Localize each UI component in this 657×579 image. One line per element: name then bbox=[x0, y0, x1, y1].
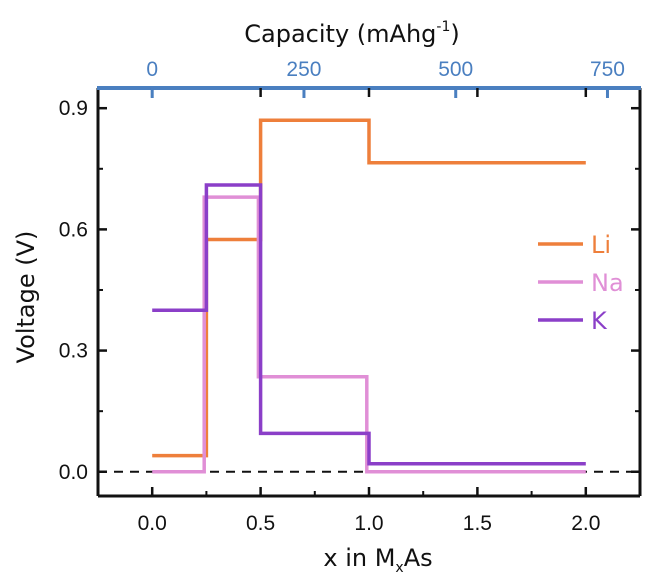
y-tick-label: 0.0 bbox=[59, 461, 88, 484]
x-axis-top-capacity: 0 250 500 750 bbox=[146, 58, 625, 98]
top-axis-title: Capacity (mAhg-1) bbox=[244, 19, 459, 48]
legend: Li Na K bbox=[538, 231, 624, 335]
top-axis-title-superscript: -1 bbox=[436, 19, 450, 35]
x-tick-label: 0.0 bbox=[138, 512, 167, 535]
x-axis-bottom: 0.0 0.5 1.0 1.5 2.0 bbox=[138, 88, 600, 535]
series-line-na bbox=[152, 195, 586, 474]
x-tick-label: 2.0 bbox=[571, 512, 600, 535]
x-tick-label: 1.0 bbox=[354, 512, 383, 535]
top-axis-title-tail: ) bbox=[450, 20, 459, 48]
y-tick-label: 0.6 bbox=[59, 218, 88, 241]
legend-label-li: Li bbox=[591, 231, 611, 259]
x-tick-label: 1.5 bbox=[463, 512, 492, 535]
y-axis-left: 0.0 0.3 0.6 0.9 bbox=[59, 97, 640, 484]
x-tick-label: 0.5 bbox=[246, 512, 275, 535]
top-tick-label: 750 bbox=[590, 58, 625, 81]
series-line-li bbox=[152, 118, 586, 458]
top-tick-label: 250 bbox=[286, 58, 321, 81]
top-tick-label: 0 bbox=[146, 58, 158, 81]
y-tick-label: 0.3 bbox=[59, 340, 88, 363]
x-axis-title-tail: As bbox=[404, 544, 433, 572]
legend-label-na: Na bbox=[591, 269, 624, 297]
data-series bbox=[152, 118, 586, 474]
top-tick-label: 500 bbox=[438, 58, 473, 81]
x-axis-title-main: x in M bbox=[323, 544, 395, 572]
x-axis-title: x in MxAs bbox=[323, 544, 432, 576]
top-axis-title-main: Capacity (mAhg bbox=[244, 20, 436, 48]
series-line-k bbox=[152, 183, 586, 466]
legend-label-k: K bbox=[591, 307, 608, 335]
y-tick-label: 0.9 bbox=[59, 97, 88, 120]
x-axis-title-subscript: x bbox=[395, 560, 403, 576]
y-axis-title: Voltage (V) bbox=[12, 231, 40, 364]
